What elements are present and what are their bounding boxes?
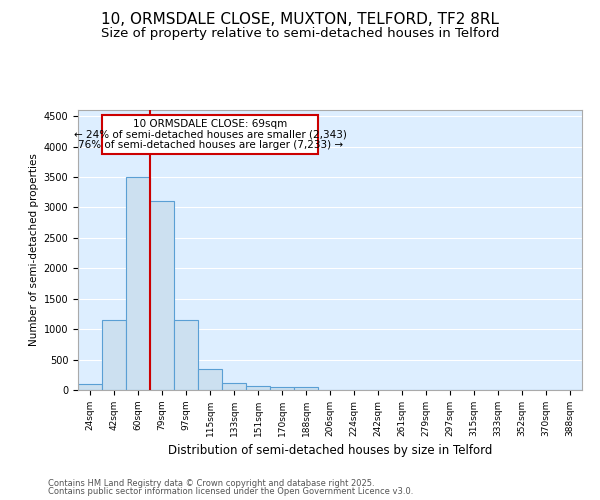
Bar <box>126 177 150 390</box>
Text: 10 ORMSDALE CLOSE: 69sqm: 10 ORMSDALE CLOSE: 69sqm <box>133 119 287 129</box>
Bar <box>222 383 246 390</box>
Bar <box>174 320 198 390</box>
Bar <box>102 320 126 390</box>
Text: 76% of semi-detached houses are larger (7,233) →: 76% of semi-detached houses are larger (… <box>78 140 343 150</box>
Text: Size of property relative to semi-detached houses in Telford: Size of property relative to semi-detach… <box>101 28 499 40</box>
Bar <box>294 387 318 390</box>
Text: Contains HM Land Registry data © Crown copyright and database right 2025.: Contains HM Land Registry data © Crown c… <box>48 478 374 488</box>
Text: 10, ORMSDALE CLOSE, MUXTON, TELFORD, TF2 8RL: 10, ORMSDALE CLOSE, MUXTON, TELFORD, TF2… <box>101 12 499 28</box>
Text: ← 24% of semi-detached houses are smaller (2,343): ← 24% of semi-detached houses are smalle… <box>74 130 347 140</box>
Bar <box>103 116 319 154</box>
Bar <box>78 384 102 390</box>
Bar <box>270 388 294 390</box>
Bar <box>246 386 270 390</box>
Text: Contains public sector information licensed under the Open Government Licence v3: Contains public sector information licen… <box>48 487 413 496</box>
X-axis label: Distribution of semi-detached houses by size in Telford: Distribution of semi-detached houses by … <box>168 444 492 458</box>
Y-axis label: Number of semi-detached properties: Number of semi-detached properties <box>29 154 40 346</box>
Bar <box>198 368 222 390</box>
Bar <box>150 202 174 390</box>
